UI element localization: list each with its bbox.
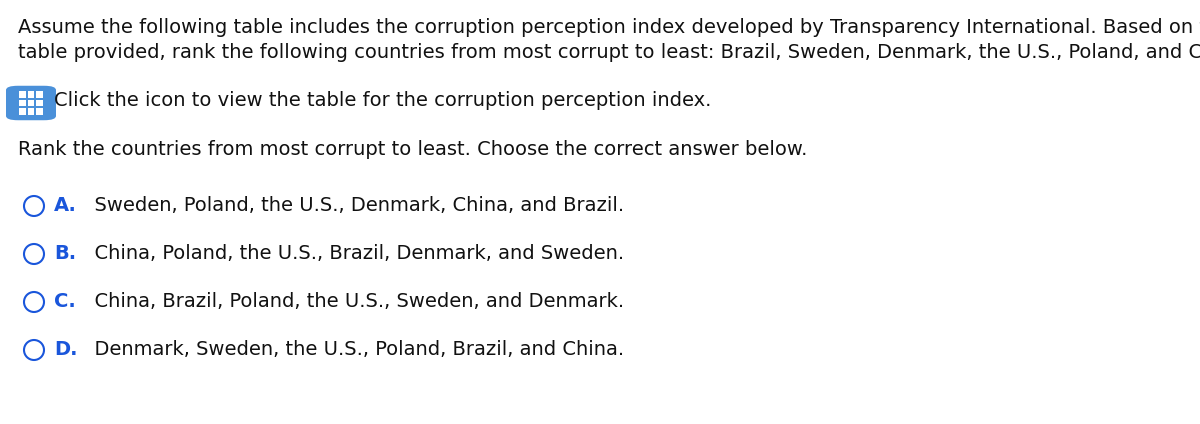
Text: A.: A. [54, 196, 77, 215]
Text: Rank the countries from most corrupt to least. Choose the correct answer below.: Rank the countries from most corrupt to … [18, 140, 808, 159]
Text: Denmark, Sweden, the U.S., Poland, Brazil, and China.: Denmark, Sweden, the U.S., Poland, Brazi… [82, 340, 624, 359]
Text: Click the icon to view the table for the corruption perception index.: Click the icon to view the table for the… [54, 91, 712, 110]
Text: China, Poland, the U.S., Brazil, Denmark, and Sweden.: China, Poland, the U.S., Brazil, Denmark… [82, 244, 624, 263]
Text: B.: B. [54, 244, 76, 263]
Text: Sweden, Poland, the U.S., Denmark, China, and Brazil.: Sweden, Poland, the U.S., Denmark, China… [82, 196, 624, 215]
Text: Assume the following table includes the corruption perception index developed by: Assume the following table includes the … [18, 18, 1200, 37]
Text: table provided, rank the following countries from most corrupt to least: Brazil,: table provided, rank the following count… [18, 43, 1200, 62]
Text: D.: D. [54, 340, 78, 359]
Text: C.: C. [54, 292, 76, 311]
Text: China, Brazil, Poland, the U.S., Sweden, and Denmark.: China, Brazil, Poland, the U.S., Sweden,… [82, 292, 624, 311]
